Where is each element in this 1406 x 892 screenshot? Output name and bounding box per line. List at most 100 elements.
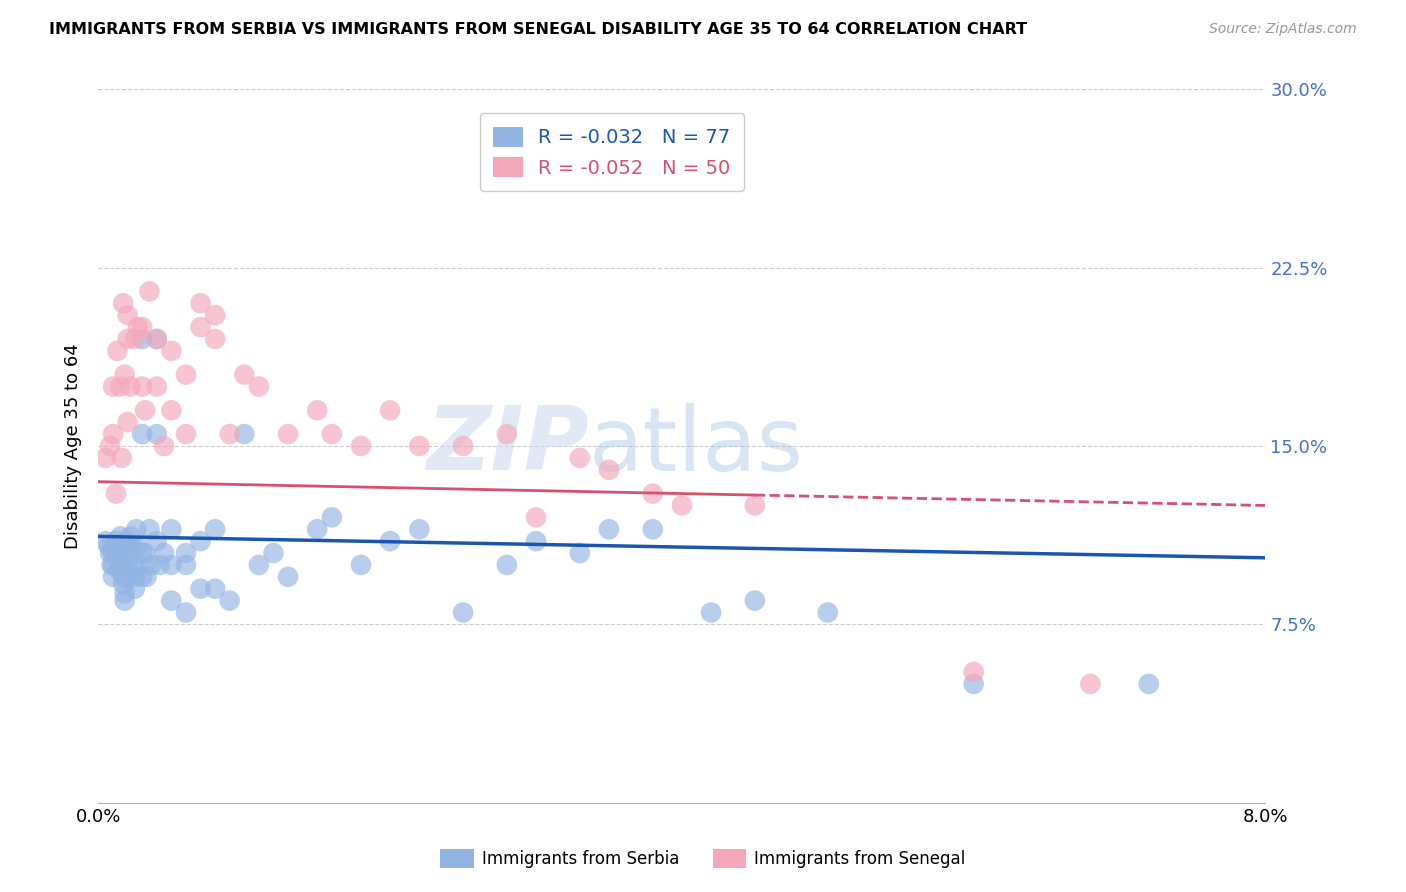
Point (110, 379, 132, 393)
Point (112, 296, 135, 310)
Point (146, 332, 169, 346)
Point (115, 534, 138, 549)
Point (1137, 677, 1160, 691)
Point (146, 332, 169, 346)
Point (174, 368, 197, 382)
Point (204, 522, 226, 536)
Point (105, 539, 128, 553)
Point (307, 522, 329, 536)
Point (408, 439, 430, 453)
Point (101, 558, 124, 572)
Point (111, 450, 134, 465)
Point (233, 368, 256, 382)
Point (112, 577, 135, 591)
Point (131, 546, 153, 560)
Point (124, 332, 146, 346)
Point (100, 558, 122, 572)
Point (451, 606, 474, 620)
Point (131, 427, 153, 442)
Point (98, 546, 121, 560)
Point (131, 570, 153, 584)
Point (101, 379, 124, 393)
Point (233, 427, 256, 442)
Point (247, 379, 270, 393)
Point (101, 427, 124, 442)
Point (111, 558, 134, 572)
Point (962, 677, 984, 691)
Point (105, 550, 128, 565)
Point (98, 439, 121, 453)
Point (568, 546, 591, 560)
Point (135, 570, 157, 584)
Point (125, 522, 148, 536)
Point (127, 539, 149, 553)
Point (190, 534, 212, 549)
Point (146, 534, 169, 549)
Point (131, 379, 153, 393)
Point (744, 593, 766, 607)
Point (496, 558, 519, 572)
Text: atlas: atlas (589, 402, 804, 490)
Point (112, 570, 135, 584)
Point (105, 343, 128, 358)
Point (204, 332, 226, 346)
Point (598, 463, 620, 477)
Point (598, 522, 620, 536)
Point (524, 510, 547, 524)
Point (321, 427, 343, 442)
Point (160, 522, 183, 536)
Text: Source: ZipAtlas.com: Source: ZipAtlas.com (1209, 22, 1357, 37)
Point (174, 606, 197, 620)
Point (117, 546, 139, 560)
Legend: R = -0.032   N = 77, R = -0.052   N = 50: R = -0.032 N = 77, R = -0.052 N = 50 (479, 113, 744, 191)
Point (744, 499, 766, 513)
Point (120, 379, 142, 393)
Point (117, 570, 139, 584)
Point (321, 510, 343, 524)
Point (134, 403, 156, 417)
Point (262, 546, 284, 560)
Point (138, 522, 160, 536)
Point (190, 582, 212, 596)
Y-axis label: Disability Age 35 to 64: Disability Age 35 to 64 (65, 343, 83, 549)
Point (153, 546, 176, 560)
Point (121, 539, 143, 553)
Point (277, 570, 299, 584)
Point (124, 570, 146, 584)
Point (138, 285, 160, 299)
Point (408, 522, 430, 536)
Point (160, 403, 183, 417)
Point (114, 368, 136, 382)
Point (104, 486, 127, 500)
Point (139, 558, 162, 572)
Point (204, 308, 226, 322)
Point (110, 539, 132, 553)
Point (101, 570, 124, 584)
Point (146, 427, 169, 442)
Point (817, 606, 839, 620)
Point (190, 296, 212, 310)
Point (128, 558, 150, 572)
Legend: Immigrants from Serbia, Immigrants from Senegal: Immigrants from Serbia, Immigrants from … (433, 842, 973, 875)
Point (700, 606, 723, 620)
Point (962, 665, 984, 679)
Point (307, 403, 329, 417)
Point (350, 558, 373, 572)
Point (97, 539, 120, 553)
Point (101, 546, 124, 560)
Point (218, 427, 240, 442)
Point (350, 439, 373, 453)
Point (277, 427, 299, 442)
Point (174, 558, 197, 572)
Point (174, 427, 197, 442)
Point (110, 529, 132, 543)
Point (124, 582, 146, 596)
Point (94, 450, 117, 465)
Point (174, 546, 197, 560)
Point (117, 539, 139, 553)
Point (117, 332, 139, 346)
Point (101, 539, 124, 553)
Point (127, 320, 149, 334)
Point (117, 308, 139, 322)
Point (641, 486, 664, 500)
